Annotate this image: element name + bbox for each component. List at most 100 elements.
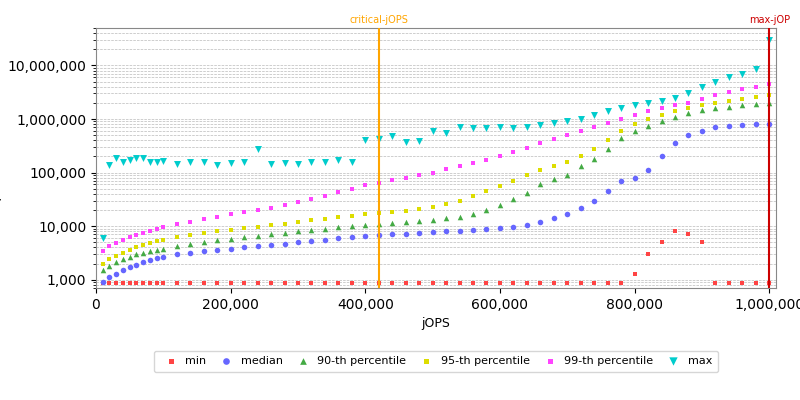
median	[359, 233, 372, 239]
min	[588, 280, 601, 287]
90-th percentile	[426, 217, 439, 223]
max	[117, 158, 130, 165]
99-th percentile	[763, 81, 776, 87]
min	[184, 280, 197, 287]
90-th percentile	[736, 102, 749, 108]
99-th percentile	[466, 160, 479, 166]
90-th percentile	[534, 181, 546, 188]
99-th percentile	[682, 100, 695, 106]
95-th percentile	[547, 163, 560, 170]
median	[143, 257, 156, 264]
median	[602, 188, 614, 194]
95-th percentile	[561, 158, 574, 165]
max	[251, 146, 264, 152]
90-th percentile	[386, 220, 398, 226]
median	[521, 222, 534, 228]
90-th percentile	[750, 101, 762, 107]
median	[137, 259, 150, 266]
95-th percentile	[386, 209, 398, 215]
95-th percentile	[251, 224, 264, 230]
95-th percentile	[628, 121, 641, 127]
90-th percentile	[763, 100, 776, 106]
median	[655, 153, 668, 160]
median	[150, 255, 163, 262]
95-th percentile	[521, 172, 534, 178]
max	[655, 98, 668, 104]
95-th percentile	[346, 213, 358, 219]
90-th percentile	[669, 114, 682, 120]
max	[291, 161, 304, 167]
90-th percentile	[588, 156, 601, 162]
90-th percentile	[359, 222, 372, 228]
min	[655, 239, 668, 246]
95-th percentile	[137, 242, 150, 248]
median	[480, 226, 493, 232]
max	[561, 118, 574, 125]
99-th percentile	[507, 149, 520, 156]
90-th percentile	[507, 196, 520, 202]
max	[386, 133, 398, 139]
min	[628, 270, 641, 277]
90-th percentile	[695, 106, 708, 113]
99-th percentile	[413, 172, 426, 178]
99-th percentile	[628, 112, 641, 118]
90-th percentile	[143, 248, 156, 254]
99-th percentile	[588, 124, 601, 130]
median	[318, 236, 331, 243]
90-th percentile	[346, 223, 358, 229]
90-th percentile	[265, 231, 278, 238]
max	[453, 124, 466, 130]
99-th percentile	[669, 102, 682, 108]
max	[103, 162, 116, 168]
90-th percentile	[318, 225, 331, 232]
median	[466, 227, 479, 233]
median	[305, 238, 318, 244]
99-th percentile	[332, 189, 345, 196]
median	[198, 248, 210, 254]
median	[440, 228, 453, 234]
median	[170, 251, 183, 257]
median	[574, 204, 587, 211]
max	[359, 137, 372, 144]
min	[278, 280, 291, 287]
95-th percentile	[305, 217, 318, 224]
max	[628, 102, 641, 108]
max	[642, 100, 654, 106]
min	[137, 280, 150, 287]
min	[157, 280, 170, 287]
99-th percentile	[291, 199, 304, 205]
90-th percentile	[466, 210, 479, 217]
95-th percentile	[480, 188, 493, 194]
95-th percentile	[117, 250, 130, 256]
max	[346, 158, 358, 165]
max	[750, 66, 762, 72]
max	[480, 125, 493, 131]
95-th percentile	[655, 112, 668, 118]
90-th percentile	[440, 215, 453, 222]
99-th percentile	[143, 228, 156, 234]
min	[170, 280, 183, 287]
median	[332, 235, 345, 242]
99-th percentile	[494, 153, 506, 160]
99-th percentile	[359, 182, 372, 188]
median	[117, 267, 130, 274]
max	[426, 128, 439, 134]
min	[669, 228, 682, 234]
min	[265, 280, 278, 287]
99-th percentile	[130, 232, 142, 238]
min	[453, 280, 466, 287]
max	[722, 74, 735, 80]
95-th percentile	[157, 236, 170, 243]
min	[534, 280, 546, 287]
90-th percentile	[521, 190, 534, 196]
min	[198, 280, 210, 287]
99-th percentile	[170, 221, 183, 228]
95-th percentile	[669, 108, 682, 114]
median	[278, 240, 291, 247]
95-th percentile	[184, 232, 197, 238]
max	[170, 161, 183, 167]
90-th percentile	[291, 228, 304, 234]
min	[210, 280, 223, 287]
min	[521, 280, 534, 287]
90-th percentile	[137, 250, 150, 256]
